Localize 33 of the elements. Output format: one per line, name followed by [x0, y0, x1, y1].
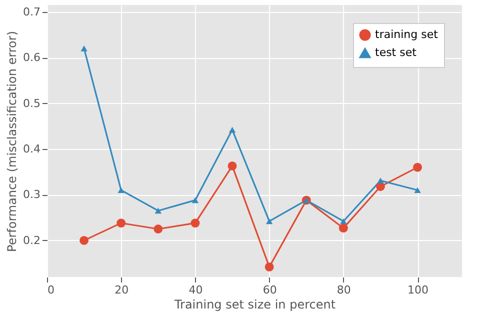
point	[228, 161, 237, 170]
legend-label: test set	[375, 46, 418, 59]
y-tick-label: 0.4	[23, 142, 40, 156]
x-tick-label: 0	[48, 284, 54, 296]
point	[338, 224, 348, 233]
x-tick-label: 40	[188, 284, 203, 296]
point	[264, 262, 274, 272]
point	[118, 187, 124, 194]
point	[340, 218, 347, 224]
point	[228, 126, 236, 133]
legend-label: training set	[375, 28, 439, 41]
y-tick-label: 0.7	[23, 5, 40, 18]
x-axis-title: Training set size in percent	[173, 298, 336, 312]
point	[154, 224, 163, 234]
point	[377, 178, 384, 184]
y-tick-label: 0.3	[23, 188, 40, 202]
point	[413, 162, 422, 172]
x-tick-label: 100	[408, 284, 429, 296]
point	[266, 218, 273, 224]
y-tick-label: 0.5	[23, 96, 40, 110]
point	[80, 46, 88, 52]
x-tick-label: 60	[262, 284, 277, 296]
x-tick-label: 20	[114, 284, 129, 296]
point	[190, 218, 200, 228]
y-axis-title: Performance (misclassification error)	[5, 31, 20, 252]
x-tick-label: 80	[336, 284, 351, 296]
point	[116, 218, 126, 228]
point	[80, 236, 89, 245]
y-tick-label: 0.6	[23, 51, 40, 64]
point	[192, 197, 199, 204]
point	[154, 208, 162, 214]
y-tick-label: 0.2	[23, 234, 40, 247]
point	[414, 187, 421, 194]
